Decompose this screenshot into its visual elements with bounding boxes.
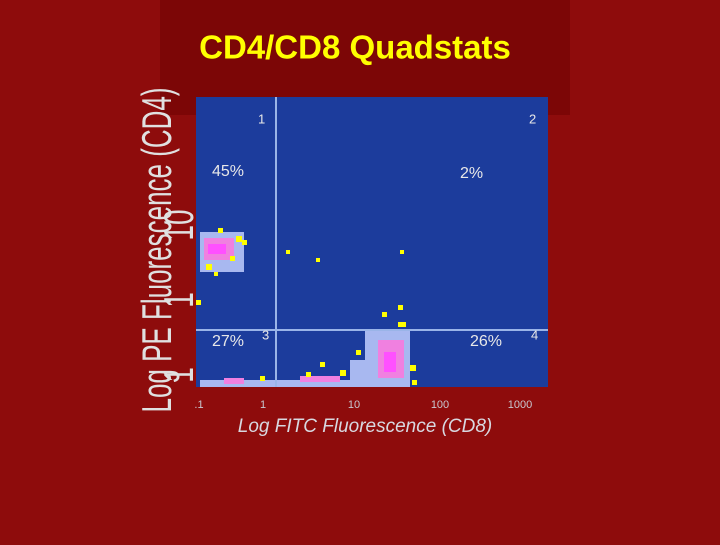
event-cell (214, 272, 218, 276)
event-cell (208, 244, 226, 254)
x-tick-label: 1000 (508, 399, 532, 411)
quadrant-percent: 2% (460, 165, 483, 182)
quadrant-number: 2 (529, 111, 536, 126)
title: CD4/CD8 Quadstats (199, 29, 511, 66)
event-cell (350, 360, 365, 380)
quadrant-percent: 27% (212, 333, 244, 350)
x-tick-label: 10 (348, 399, 360, 411)
event-cell (286, 250, 290, 254)
event-cell (224, 378, 244, 384)
y-axis-label: Log PE Fluorescence (CD4) (135, 88, 181, 413)
x-tick-label: .1 (194, 399, 203, 411)
y-tick-label: 1 (155, 367, 202, 383)
event-cell (200, 380, 410, 387)
event-cell (230, 256, 235, 261)
event-cell (242, 240, 247, 245)
quadrant-number: 3 (262, 327, 269, 342)
header-panel (160, 0, 570, 115)
y-tick-label: 1 (155, 292, 202, 308)
event-cell (236, 236, 242, 242)
events (196, 228, 417, 387)
event-cell (398, 322, 406, 327)
event-cell (300, 376, 340, 382)
quadrant-number: 4 (531, 327, 538, 342)
event-cell (320, 362, 325, 367)
event-cell (400, 250, 404, 254)
x-tick-label: 100 (431, 399, 449, 411)
event-cell (398, 305, 403, 310)
event-cell (316, 258, 320, 262)
event-cell (384, 352, 396, 372)
quadrant-percent: 26% (470, 333, 502, 350)
x-tick-label: 1 (260, 399, 266, 411)
event-cell (306, 372, 311, 377)
quadrant-percent: 45% (212, 163, 244, 180)
event-cell (218, 228, 223, 233)
event-cell (260, 376, 265, 381)
event-cell (410, 365, 416, 371)
event-cell (196, 300, 201, 305)
event-cell (382, 312, 387, 317)
event-cell (340, 370, 346, 376)
quadrant-number: 1 (258, 111, 265, 126)
x-axis-label: Log FITC Fluorescence (CD8) (238, 416, 492, 437)
event-cell (206, 264, 212, 270)
y-tick-label: 10 (155, 209, 202, 240)
event-cell (412, 380, 417, 385)
event-cell (356, 350, 361, 355)
